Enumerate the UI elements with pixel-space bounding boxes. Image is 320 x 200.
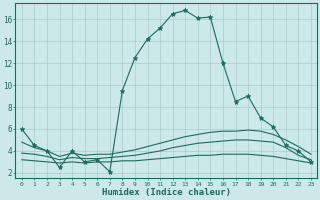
X-axis label: Humidex (Indice chaleur): Humidex (Indice chaleur) <box>102 188 231 197</box>
